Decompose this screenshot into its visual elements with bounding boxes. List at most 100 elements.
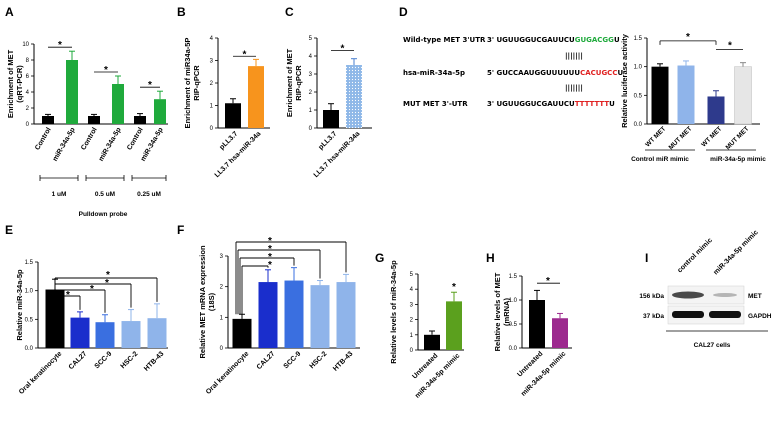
- panel-label-i: I: [645, 251, 648, 265]
- y-tick-label: 0.0: [634, 122, 643, 128]
- bar: [707, 96, 725, 124]
- y-tick-label: 2: [26, 106, 30, 112]
- y-tick-label: 2: [210, 81, 214, 87]
- category-label: HTB-43: [332, 350, 354, 372]
- bar: [529, 300, 545, 348]
- panel-h: H 0.0 0.5 1.0 1.5 Relative levels of MET (mRN…: [486, 251, 572, 398]
- y-axis-title: Relative levels of MET: [493, 272, 502, 351]
- category-label: miR-34a-5p: [52, 127, 77, 163]
- significance-star: *: [268, 236, 272, 247]
- bar: [310, 285, 330, 348]
- bar: [424, 334, 440, 350]
- significance-star: *: [106, 270, 110, 281]
- y-tick-label: 0.0: [509, 346, 518, 352]
- bar: [66, 60, 78, 124]
- y-axis-title: (mRNA): [502, 298, 511, 326]
- group-label: 0.5 uM: [95, 191, 115, 198]
- base-pairing: |||||||: [565, 52, 583, 61]
- significance-star: *: [90, 284, 94, 295]
- cell-line-label: CAL27 cells: [694, 342, 731, 349]
- category-label: LL3.7 hsa-miR-34a: [214, 130, 263, 179]
- y-tick-label: 1.0: [634, 65, 643, 71]
- bar: [258, 282, 278, 348]
- bar: [70, 317, 90, 348]
- y-tick-label: 3: [309, 72, 313, 78]
- bar: [154, 99, 166, 124]
- bar: [284, 280, 304, 348]
- sequence: 3' UGUUGGUCGAUUCUGUGACGGU: [487, 36, 620, 44]
- y-tick-label: 0: [26, 122, 30, 128]
- category-label: WT MET: [700, 125, 723, 148]
- sequence-label: MUT MET 3'-UTR: [403, 100, 468, 108]
- sequence: 3' UGUUGGUCGAUUCUTTTTTTTU: [487, 100, 615, 108]
- panel-label-g: G: [375, 251, 384, 265]
- category-label: CAL27: [256, 350, 277, 371]
- bar: [248, 66, 264, 128]
- category-label: WT MET: [644, 125, 667, 148]
- y-tick-label: 1: [220, 315, 224, 321]
- y-axis-title: (18S): [207, 292, 216, 311]
- chart-d: 0.0 0.5 1.0 1.5 Relative luciferase activity…: [620, 32, 766, 163]
- seed-site: GUGACGG: [575, 36, 614, 44]
- significance-star: *: [268, 252, 272, 263]
- significance-star: *: [58, 40, 62, 51]
- bar: [147, 318, 167, 348]
- category-label: MUT MET: [668, 125, 694, 151]
- band-gapdh-mimic: [709, 311, 741, 318]
- y-axis-title: Enrichment of MET: [285, 48, 294, 117]
- sequence: 5' GUCCAAUGGUUUUUUCACUGCCU: [487, 69, 623, 77]
- band-met-control: [672, 291, 704, 299]
- y-tick-label: 1: [410, 333, 414, 339]
- bar: [336, 282, 356, 348]
- y-tick-label: 3: [210, 59, 214, 65]
- significance-star: *: [66, 290, 70, 301]
- bar: [446, 301, 462, 350]
- y-tick-label: 4: [309, 54, 313, 60]
- blot-strip-gapdh: [667, 305, 745, 325]
- y-tick-label: 1.5: [25, 260, 34, 266]
- bar: [42, 116, 54, 124]
- y-axis-title: (qRT-PCR): [15, 65, 24, 103]
- panel-label-e: E: [5, 223, 13, 237]
- y-tick-label: 1: [309, 108, 313, 114]
- category-label: pLL3.7: [318, 130, 339, 151]
- bar: [651, 66, 669, 124]
- bar: [225, 103, 241, 128]
- blot-strip-met: [667, 285, 745, 305]
- y-tick-label: 2: [309, 90, 313, 96]
- bar: [88, 116, 100, 124]
- base-pairing: |||||||: [565, 84, 583, 93]
- significance-star: *: [452, 282, 456, 293]
- category-label: HSC-2: [309, 350, 329, 370]
- sequence-alignment: Wild-type MET 3'UTR 3' UGUUGGUCGAUUCUGUGA…: [403, 36, 623, 108]
- y-tick-label: 1.0: [25, 289, 34, 295]
- significance-star: *: [148, 80, 152, 91]
- category-label: miR-34a-5p mimic: [414, 352, 461, 399]
- y-tick-label: 10: [22, 42, 29, 48]
- chart-b: 0 1 2 3 4 Enrichment of miR34a-5P RIP-qPCR pLL3…: [183, 36, 270, 179]
- bar: [95, 322, 115, 348]
- y-tick-label: 0: [210, 126, 214, 132]
- category-label: miR-34a-5p: [98, 127, 123, 163]
- y-tick-label: 0: [220, 346, 224, 352]
- bar: [232, 318, 252, 348]
- sequence-end: U: [617, 69, 623, 77]
- panel-label-c: C: [285, 5, 294, 19]
- category-label: Oral keratinocyte: [18, 350, 63, 395]
- panel-label-h: H: [486, 251, 495, 265]
- bar: [677, 65, 695, 124]
- y-tick-label: 0: [410, 348, 414, 354]
- panel-label-f: F: [177, 223, 184, 237]
- significance-star: *: [104, 65, 108, 76]
- chart-c: 0 1 2 3 4 5 Enrichment of MET RIP-qPCR pLL3.7LL3…: [285, 36, 372, 179]
- group-label: 0.25 uM: [137, 191, 161, 198]
- y-tick-label: 2: [410, 318, 414, 324]
- category-label: Control: [34, 126, 53, 151]
- y-tick-label: 1.5: [509, 274, 518, 280]
- y-tick-label: 4: [410, 287, 414, 293]
